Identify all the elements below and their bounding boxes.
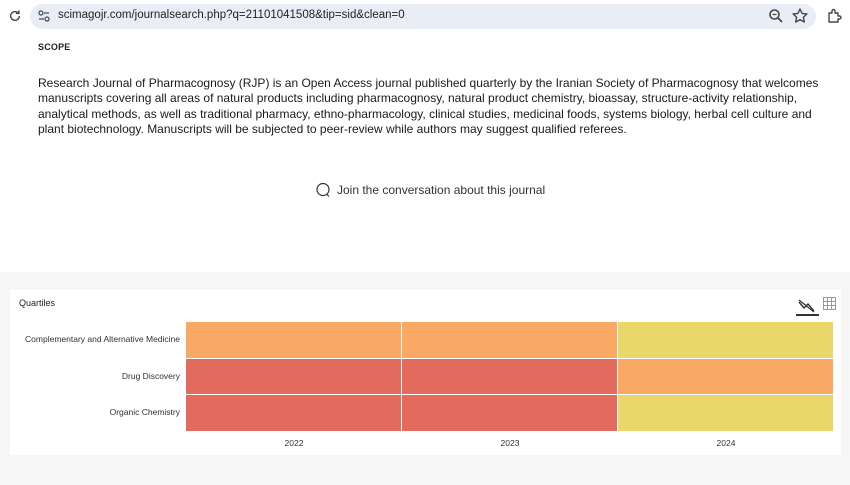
heatmap-cell[interactable] bbox=[186, 395, 402, 432]
join-conversation-link[interactable]: Join the conversation about this journal bbox=[315, 181, 545, 199]
year-tick-label: 2024 bbox=[716, 438, 736, 448]
heatmap-cell[interactable] bbox=[402, 395, 618, 432]
site-info-icon[interactable] bbox=[37, 9, 51, 23]
heatmap-cell[interactable] bbox=[618, 358, 834, 395]
table-view-icon[interactable] bbox=[823, 297, 836, 310]
heatmap-cell[interactable] bbox=[618, 395, 834, 432]
speech-bubble-icon bbox=[316, 182, 330, 197]
scope-description: Research Journal of Pharmacognosy (RJP) … bbox=[38, 76, 819, 136]
chart-view-active-indicator bbox=[796, 314, 819, 316]
year-tick-label: 2023 bbox=[500, 438, 520, 448]
row-label: Complementary and Alternative Medicine bbox=[25, 334, 180, 345]
extensions-icon[interactable] bbox=[826, 7, 844, 25]
year-tick-label: 2022 bbox=[284, 438, 304, 448]
row-label: Organic Chemistry bbox=[109, 407, 180, 418]
heatmap-cell[interactable] bbox=[186, 358, 402, 395]
heatmap-cell[interactable] bbox=[618, 322, 834, 359]
zoom-icon[interactable] bbox=[768, 8, 784, 24]
chart-view-icon[interactable] bbox=[796, 295, 818, 317]
join-conversation-label[interactable]: Join the conversation about this journal bbox=[337, 183, 546, 197]
reload-icon[interactable] bbox=[3, 4, 27, 28]
bookmark-star-icon[interactable] bbox=[791, 7, 809, 25]
browser-toolbar: scimagojr.com/journalsearch.php?q=211010… bbox=[0, 0, 850, 32]
heatmap-cell[interactable] bbox=[402, 358, 618, 395]
heatmap-cell[interactable] bbox=[186, 322, 402, 359]
address-bar[interactable]: scimagojr.com/journalsearch.php?q=211010… bbox=[30, 4, 816, 29]
row-label: Drug Discovery bbox=[121, 370, 180, 381]
scope-heading: SCOPE bbox=[38, 42, 71, 52]
heatmap-cell[interactable] bbox=[402, 322, 618, 359]
quartiles-panel: Quartiles Complementary and Alternative … bbox=[10, 290, 841, 455]
quartiles-title: Quartiles bbox=[19, 298, 56, 308]
url-text[interactable]: scimagojr.com/journalsearch.php?q=211010… bbox=[58, 9, 405, 21]
